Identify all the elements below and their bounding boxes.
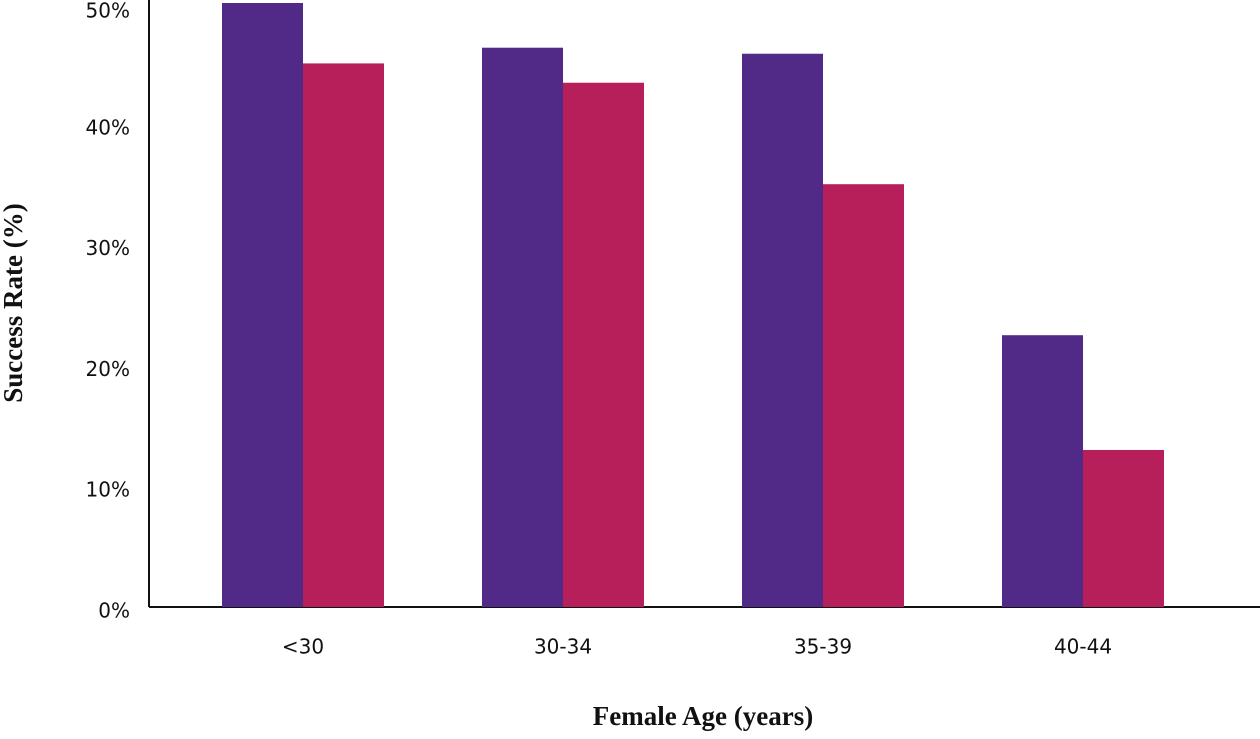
bar <box>742 53 823 607</box>
y-tick-label: 0% <box>98 599 130 623</box>
bar <box>1002 335 1083 607</box>
x-axis-title: Female Age (years) <box>593 701 813 731</box>
bar <box>563 82 644 607</box>
bar <box>303 63 384 607</box>
bar <box>823 184 904 607</box>
bar <box>482 47 563 608</box>
y-tick-label: 20% <box>86 357 130 381</box>
y-tick-label: 30% <box>86 236 130 260</box>
y-tick-label: 50% <box>86 0 130 23</box>
bar <box>222 3 303 607</box>
y-tick-label: 40% <box>86 115 130 139</box>
y-tick-label: 10% <box>86 478 130 502</box>
x-tick-label: 30-34 <box>534 635 592 659</box>
x-tick-label: <30 <box>282 635 324 659</box>
y-axis-title: Success Rate (%) <box>0 203 28 402</box>
x-tick-label: 35-39 <box>794 635 852 659</box>
bar <box>1083 449 1164 607</box>
x-tick-label: 40-44 <box>1054 635 1112 659</box>
